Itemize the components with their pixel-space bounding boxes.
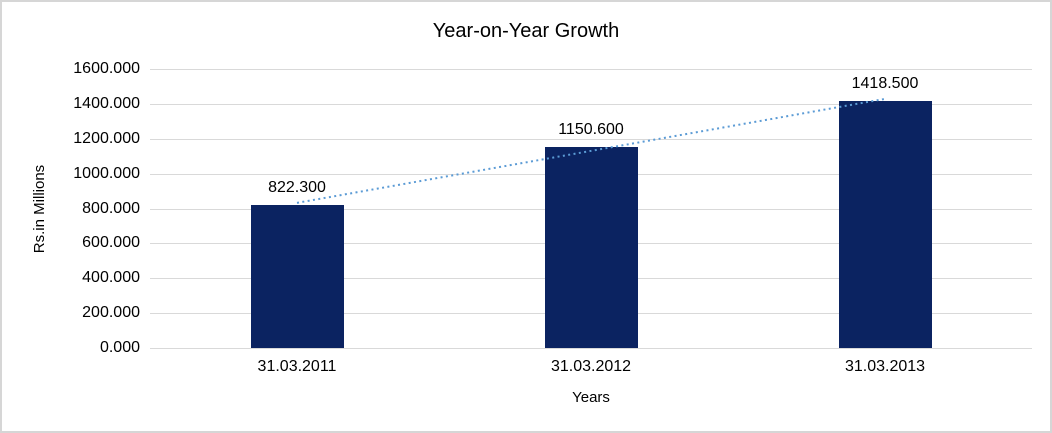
- chart-title: Year-on-Year Growth: [432, 20, 620, 42]
- bar-31.03.2013: [838, 100, 932, 348]
- data-label: 1150.600: [558, 121, 624, 139]
- y-tick-label: 600.000: [82, 234, 140, 252]
- y-tick-label: 1200.000: [73, 129, 140, 147]
- y-tick-label: 1000.000: [73, 164, 140, 182]
- data-label: 822.300: [268, 178, 326, 196]
- y-tick-label: 1400.000: [73, 94, 140, 112]
- x-category-label: 31.03.2011: [257, 358, 337, 375]
- y-tick-label: 400.000: [82, 269, 140, 287]
- y-tick-label: 0.000: [99, 339, 140, 356]
- y-tick-label: 200.000: [82, 304, 140, 322]
- gridline: [150, 69, 1032, 70]
- x-axis-title: Years: [572, 389, 610, 406]
- x-category-label: 31.03.2012: [550, 358, 632, 375]
- y-tick-label: 1600.000: [73, 60, 140, 77]
- bar-31.03.2011: [250, 204, 344, 348]
- y-tick-label: 800.000: [82, 199, 140, 217]
- x-category-label: 31.03.2013: [844, 358, 926, 375]
- plot-area: 822.300 1150.600 1418.500: [150, 69, 1032, 349]
- bar-31.03.2012: [544, 147, 638, 348]
- data-label: 1418.500: [851, 74, 919, 92]
